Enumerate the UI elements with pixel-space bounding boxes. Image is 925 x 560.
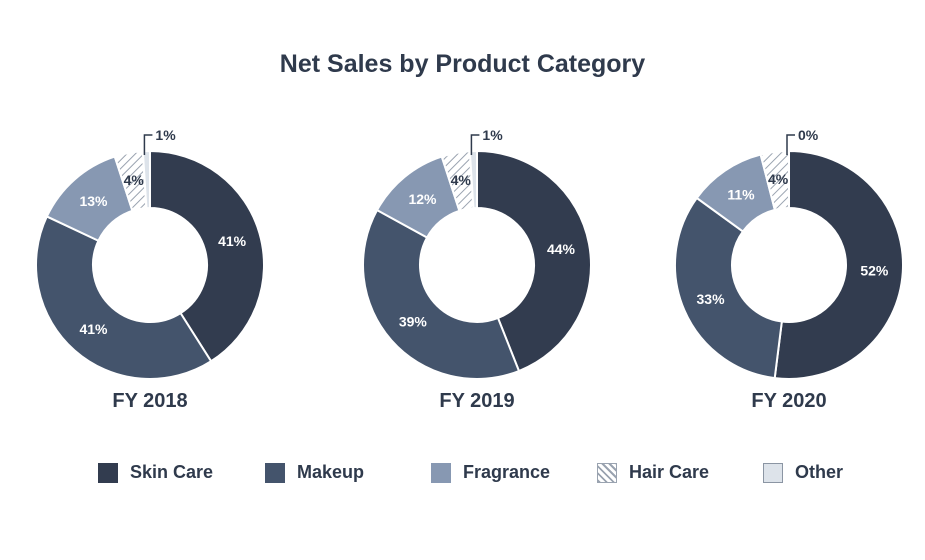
year-label-fy-2018: FY 2018 (112, 390, 187, 412)
callout-line-other (470, 134, 480, 156)
legend-label-makeup: Makeup (297, 462, 365, 482)
slice-label-other: 0% (798, 127, 819, 143)
slice-label-skin-care: 52% (860, 262, 889, 278)
legend-swatch-fragrance (431, 462, 451, 483)
legend-swatch-other (763, 462, 783, 483)
slice-label-fragrance: 11% (727, 186, 755, 202)
legend-label-fragrance: Fragrance (463, 462, 551, 482)
slice-label-hair-care: 4% (451, 172, 472, 188)
slice-makeup (674, 196, 783, 380)
slice-other (468, 149, 478, 210)
slice-hair-care (759, 149, 790, 212)
year-label-fy-2019: FY 2019 (439, 390, 514, 412)
slice-skin-care (476, 149, 592, 373)
legend-item-fragrance: Fragrance (431, 462, 550, 483)
slice-label-other: 1% (155, 127, 176, 143)
donut-fy-2020: 52% 33% 11% 4% 0% FY 2020 (674, 127, 904, 412)
callout-line-other (143, 134, 153, 156)
year-label-fy-2020: FY 2020 (751, 390, 826, 412)
legend-label-other: Other (795, 462, 844, 482)
legend-swatch-makeup (265, 462, 285, 483)
slice-label-hair-care: 4% (124, 172, 145, 188)
legend-label-skin-care: Skin Care (130, 462, 214, 482)
slice-label-skin-care: 44% (547, 241, 576, 257)
callout-line-other (786, 134, 795, 155)
legend-swatch-hair-care (597, 462, 617, 483)
legend-item-makeup: Makeup (265, 462, 364, 483)
slice-skin-care (773, 149, 904, 380)
slice-label-skin-care: 41% (218, 233, 247, 249)
slice-skin-care (149, 149, 265, 363)
chart-title: Net Sales by Product Category (279, 50, 646, 78)
donut-fy-2018: 41% 41% 13% 4% 1% FY 2018 (35, 127, 265, 412)
donut-charts: 41% 41% 13% 4% 1% FY 2018 44% 39% 12% 4% 1% FY 2019… (35, 127, 904, 412)
donut-fy-2019: 44% 39% 12% 4% 1% FY 2019 (362, 127, 592, 412)
legend-swatch-skin-care (98, 462, 118, 483)
slice-label-fragrance: 13% (79, 193, 108, 209)
slice-makeup (35, 215, 213, 380)
slice-label-fragrance: 12% (408, 191, 437, 207)
legend: Skin Care Makeup Fragrance Hair Care Other (0, 462, 925, 492)
legend-item-skin-care: Skin Care (98, 462, 213, 483)
legend-item-other: Other (763, 462, 843, 483)
legend-item-hair-care: Hair Care (597, 462, 709, 483)
slice-label-hair-care: 4% (768, 171, 789, 187)
slice-other (141, 149, 151, 210)
slice-label-makeup: 39% (399, 314, 428, 330)
slice-label-other: 1% (482, 127, 503, 143)
legend-label-hair-care: Hair Care (629, 462, 710, 482)
slice-label-makeup: 33% (697, 291, 726, 307)
slice-label-makeup: 41% (79, 321, 108, 337)
slice-makeup (362, 208, 521, 380)
